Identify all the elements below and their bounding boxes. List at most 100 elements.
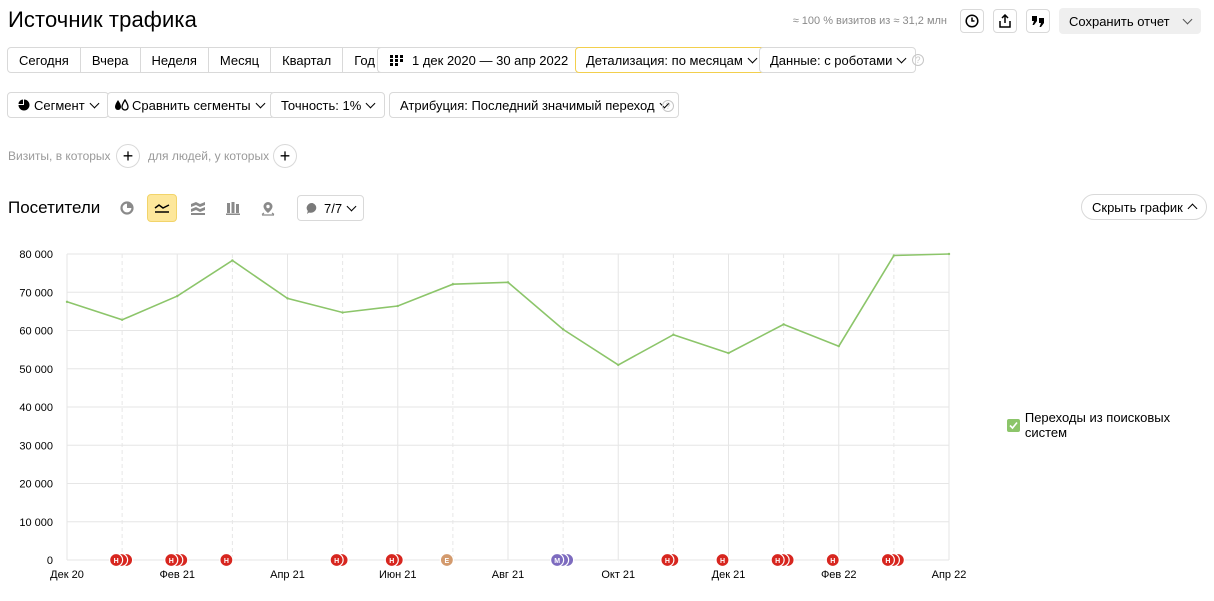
annotation-marker (439, 552, 454, 568)
data-point (176, 294, 179, 298)
visits-filter-label: Визиты, в которых (8, 149, 111, 163)
chevron-down-icon (747, 53, 758, 63)
stacked-area-icon (191, 202, 205, 215)
chevron-down-icon (255, 98, 266, 108)
hide-chart-button[interactable]: Скрыть график (1081, 194, 1207, 220)
annotation-marker (219, 552, 234, 568)
share-icon (999, 14, 1011, 28)
annotation-marker (329, 552, 344, 568)
y-tick-label: 50 000 (19, 364, 53, 376)
data-point (837, 344, 840, 348)
period-today[interactable]: Сегодня (7, 47, 81, 73)
x-tick-label: Дек 20 (50, 569, 84, 581)
data-point (892, 254, 896, 257)
period-selector: Сегодня Вчера Неделя Месяц Квартал Год (7, 47, 387, 73)
data-point (947, 252, 951, 256)
save-report-label: Сохранить отчет (1069, 13, 1170, 29)
x-tick-label: Июн 21 (379, 569, 417, 581)
save-report-button[interactable]: Сохранить отчет (1059, 8, 1201, 34)
accuracy-label: Точность: 1% (281, 97, 362, 113)
page-title: Источник трафика (8, 7, 197, 32)
data-point (672, 333, 675, 336)
chevron-down-icon (365, 98, 376, 108)
data-point (120, 318, 124, 321)
chevron-up-icon (1187, 203, 1198, 214)
section-title: Посетители (8, 198, 101, 217)
data-point (341, 311, 344, 314)
export-button[interactable] (993, 9, 1017, 33)
y-tick-label: 80 000 (19, 249, 53, 261)
pie-view-button[interactable] (112, 194, 142, 222)
visits-note: ≈ 100 % визитов из ≈ 31,2 млн (792, 15, 947, 27)
annotation-marker (384, 552, 399, 568)
data-point (727, 351, 730, 355)
date-range-button[interactable]: 1 дек 2020 — 30 апр 2022 (377, 47, 582, 73)
chart-legend: Переходы из поисковых систем (1007, 410, 1214, 440)
area-view-button[interactable] (183, 194, 213, 222)
add-visits-filter-button[interactable]: + (116, 144, 140, 168)
annotation-letter: Н (720, 558, 725, 565)
annotation-letter: Е (445, 558, 450, 565)
annotation-marker (660, 552, 675, 568)
data-label: Данные: с роботами (770, 52, 893, 68)
line-view-button[interactable] (147, 194, 177, 222)
annotation-letter: Н (334, 558, 339, 565)
annotation-marker (715, 552, 730, 568)
segment-dropdown[interactable]: Сегмент (7, 92, 109, 118)
segment-label: Сегмент (34, 97, 85, 113)
annotation-letter: Н (389, 558, 394, 565)
annotation-marker (164, 552, 179, 568)
x-tick-label: Окт 21 (601, 569, 635, 581)
chevron-down-icon (896, 53, 907, 63)
period-week[interactable]: Неделя (140, 47, 209, 73)
detail-dropdown[interactable]: Детализация: по месяцам (575, 47, 767, 73)
history-button[interactable] (960, 9, 984, 33)
annotation-letter: Н (775, 558, 780, 565)
annotation-letter: Н (224, 558, 229, 565)
date-range-label: 1 дек 2020 — 30 апр 2022 (412, 52, 569, 68)
add-people-filter-button[interactable]: + (273, 144, 297, 168)
x-tick-label: Апр 22 (932, 569, 967, 581)
y-tick-label: 10 000 (19, 517, 53, 529)
legend-checkbox[interactable] (1007, 418, 1020, 432)
annotation-letter: М (554, 558, 560, 565)
bar-chart-icon (226, 202, 240, 215)
annotations-dropdown[interactable]: 7/7 (297, 195, 365, 221)
attribution-dropdown[interactable]: Атрибуция: Последний значимый переход (389, 92, 679, 118)
quote-icon (1032, 16, 1044, 27)
map-view-button[interactable] (253, 194, 283, 222)
period-month[interactable]: Месяц (208, 47, 272, 73)
annotation-marker (825, 552, 840, 568)
pie-chart-icon (120, 201, 134, 215)
annotation-marker (770, 552, 785, 568)
feedback-button[interactable] (1026, 9, 1050, 33)
chevron-down-icon (346, 201, 357, 211)
x-tick-label: Авг 21 (492, 569, 524, 581)
compare-segments-dropdown[interactable]: Сравнить сегменты (107, 92, 275, 118)
map-pin-icon (261, 201, 275, 216)
x-tick-label: Фев 22 (821, 569, 857, 581)
annotation-marker (550, 552, 565, 568)
help-icon[interactable]: ? (662, 100, 674, 112)
x-tick-label: Дек 21 (712, 569, 746, 581)
accuracy-dropdown[interactable]: Точность: 1% (270, 92, 386, 118)
period-yesterday[interactable]: Вчера (80, 47, 141, 73)
data-point (396, 304, 399, 308)
attribution-label: Атрибуция: Последний значимый переход (400, 97, 655, 113)
drops-icon (115, 99, 129, 111)
data-dropdown[interactable]: Данные: с роботами (759, 47, 917, 73)
bar-view-button[interactable] (218, 194, 248, 222)
annotation-letter: Н (885, 558, 890, 565)
annotation-letter: Н (114, 558, 119, 565)
y-tick-label: 70 000 (19, 287, 53, 299)
annotation-letter: Н (665, 558, 670, 565)
help-icon[interactable]: ? (912, 54, 924, 66)
annotation-marker (880, 552, 895, 568)
data-point (782, 323, 785, 326)
compare-segments-label: Сравнить сегменты (132, 97, 251, 113)
period-quarter[interactable]: Квартал (271, 47, 344, 73)
y-tick-label: 20 000 (19, 479, 53, 491)
y-tick-label: 40 000 (19, 402, 53, 414)
data-point (65, 300, 69, 304)
visitors-line-chart: 80 000 70 000 60 000 50 000 40 000 30 000 20 0… (19, 249, 967, 581)
